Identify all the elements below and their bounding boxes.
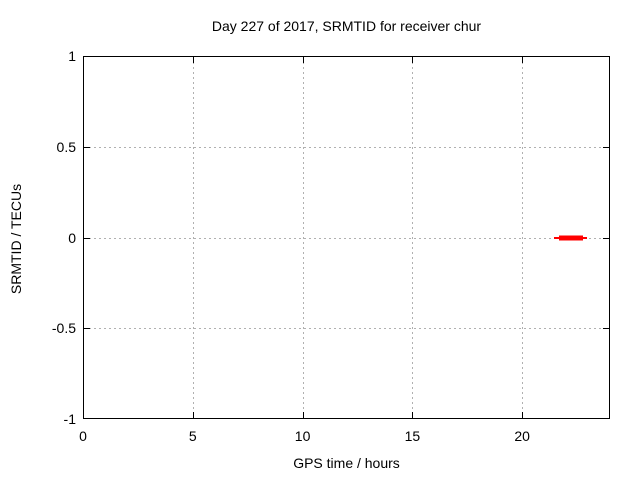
y-gridline	[84, 237, 609, 239]
x-tick-mark-top	[412, 57, 414, 63]
x-tick-mark-bottom	[412, 412, 414, 418]
y-axis-tick-labels: 1 0.5 0 -0.5 -1	[0, 48, 76, 427]
y-tick-mark-right	[603, 237, 609, 239]
x-tick-label: 20	[514, 428, 530, 444]
y-tick-label: -1	[63, 411, 76, 427]
y-tick-mark-right	[603, 327, 609, 329]
tick-marks-layer	[84, 57, 609, 418]
x-tick-label: 5	[188, 428, 197, 444]
chart-title: Day 227 of 2017, SRMTID for receiver chu…	[211, 18, 482, 34]
x-axis-title: GPS time / hours	[293, 455, 400, 471]
x-tick-mark-top	[521, 57, 523, 63]
data-segment-core	[558, 235, 583, 240]
plot-area	[83, 56, 610, 419]
y-tick-label: 1	[68, 48, 76, 64]
x-tick-mark-top	[302, 57, 304, 63]
grid-layer	[84, 57, 609, 418]
y-tick-mark-left	[84, 327, 90, 329]
y-gridline	[84, 147, 609, 149]
y-gridline	[84, 327, 609, 329]
y-axis-title: SRMTID / TECUs	[8, 183, 24, 295]
x-tick-mark-bottom	[302, 412, 304, 418]
x-tick-label: 15	[404, 428, 421, 444]
x-tick-mark-top	[193, 57, 195, 63]
x-tick-label: 10	[294, 428, 311, 444]
series-layer	[84, 57, 609, 418]
y-tick-mark-left	[84, 147, 90, 149]
y-tick-mark-left	[84, 237, 90, 239]
y-tick-label: -0.5	[51, 320, 76, 337]
y-tick-label: 0	[68, 229, 76, 246]
y-tick-mark-right	[603, 147, 609, 149]
y-tick-label: 0.5	[56, 138, 76, 155]
x-tick-mark-bottom	[521, 412, 523, 418]
x-tick-mark-bottom	[193, 412, 195, 418]
x-axis-tick-labels: 0 5 10 15 20	[79, 428, 610, 446]
x-tick-label: 0	[79, 428, 87, 444]
